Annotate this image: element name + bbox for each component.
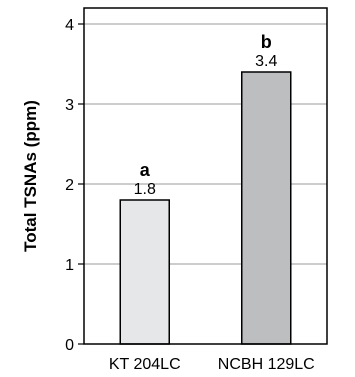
bar-value-label: 3.4 xyxy=(255,53,277,70)
bar-value-label: 1.8 xyxy=(134,181,156,198)
bar xyxy=(241,71,292,345)
y-tick-label: 4 xyxy=(65,17,74,34)
bars xyxy=(119,71,292,345)
significance-letter: a xyxy=(140,160,151,180)
y-axis-ticks: 0 1 2 3 4 xyxy=(65,17,84,354)
y-axis-label: Total TSNAs (ppm) xyxy=(21,100,40,252)
y-tick-label: 2 xyxy=(65,177,74,194)
bar-labels: 1.8a 3.4b xyxy=(134,32,278,198)
significance-letter: b xyxy=(261,32,272,52)
x-tick-label: NCBH 129LC xyxy=(218,356,315,373)
bar xyxy=(119,199,170,345)
y-tick-label: 3 xyxy=(65,97,74,114)
plot-frame xyxy=(83,7,328,345)
y-tick-label: 0 xyxy=(65,337,74,354)
y-tick-label: 1 xyxy=(65,257,74,274)
x-tick-label: KT 204LC xyxy=(109,356,181,373)
x-axis-tick-labels: KT 204LC NCBH 129LC xyxy=(109,356,315,373)
